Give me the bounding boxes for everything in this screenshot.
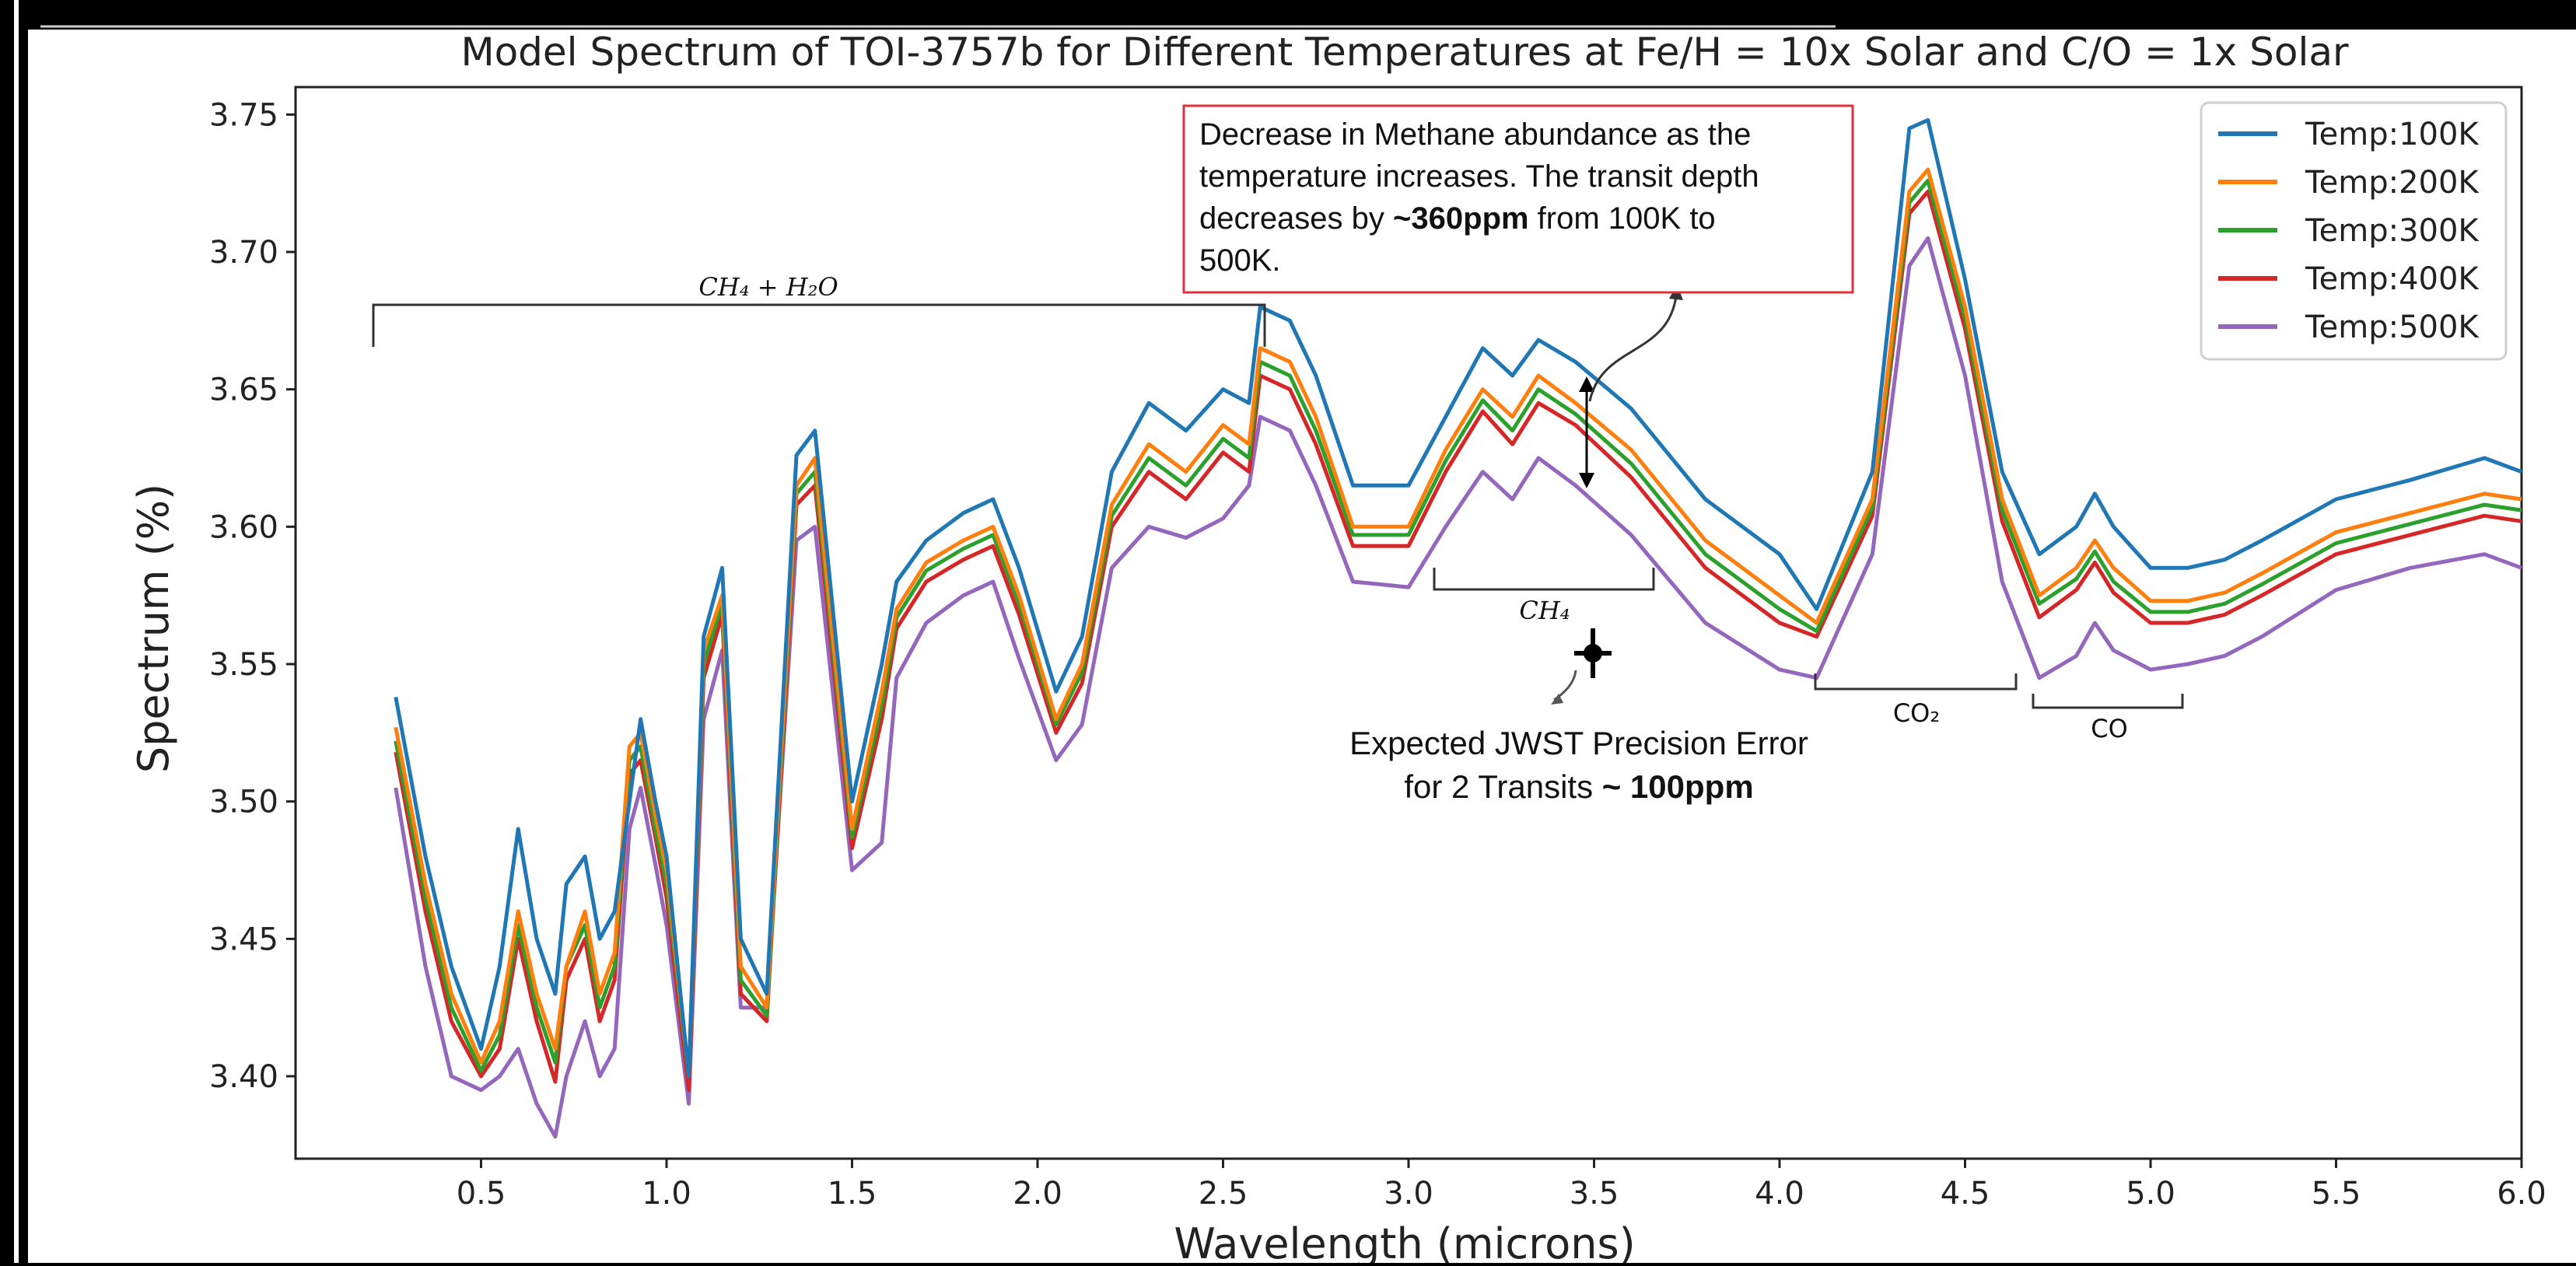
precision-line-1: Expected JWST Precision Error (1349, 725, 1808, 761)
y-tick-label: 3.45 (209, 922, 278, 957)
x-tick-label: 3.0 (1384, 1176, 1433, 1212)
x-tick-label: 0.5 (457, 1176, 506, 1212)
precision-line-2a: for 2 Transits (1404, 768, 1601, 805)
legend-box (2200, 101, 2508, 361)
legend-label: Temp:500K (2305, 310, 2480, 345)
x-axis-label: Wavelength (microns) (1174, 1219, 1635, 1263)
y-axis-ticks: 3.40 3.45 3.50 3.55 3.60 3.65 3.70 3.75 (209, 97, 296, 1095)
callout-line-2: temperature increases. The transit depth (1199, 159, 1759, 194)
legend: Temp:100K Temp:200K Temp:300K Temp:400K Temp… (2200, 101, 2508, 361)
x-tick-label: 2.5 (1199, 1176, 1248, 1212)
precision-line-2: for 2 Transits ~ 100ppm (1404, 768, 1753, 805)
callout-line-3b: ~360ppm (1393, 201, 1529, 236)
x-tick-label: 3.5 (1570, 1176, 1619, 1212)
y-tick-label: 3.50 (209, 785, 278, 820)
depth-arrow (1579, 285, 1683, 488)
bracket-co: CO (2032, 694, 2184, 743)
bracket-co2: CO₂ (1814, 673, 2018, 728)
x-tick-label: 4.5 (1941, 1176, 1990, 1212)
callout-line-4: 500K. (1199, 243, 1281, 278)
callout-line-1: Decrease in Methane abundance as the (1199, 117, 1751, 152)
x-tick-label: 6.0 (2497, 1176, 2546, 1212)
x-tick-label: 1.0 (642, 1176, 691, 1212)
precision-error-bar (1551, 628, 1612, 705)
callout-line-3c: from 100K to (1529, 201, 1716, 236)
callout-line-3a: decreases by (1199, 201, 1393, 236)
top-bar (0, 0, 2576, 30)
bracket-co2-label: CO₂ (1893, 698, 1940, 728)
y-tick-label: 3.70 (209, 235, 278, 271)
series-line-5 (394, 236, 2522, 1139)
series-line-2 (394, 167, 2522, 1079)
legend-label: Temp:200K (2305, 165, 2480, 201)
x-tick-label: 5.5 (2312, 1176, 2361, 1212)
series-lines (394, 117, 2522, 1139)
x-axis-ticks: 0.5 1.0 1.5 2.0 2.5 3.0 3.5 4.0 4.5 5.0 5.5 6.0 (457, 1159, 2546, 1212)
x-tick-label: 5.0 (2126, 1176, 2175, 1212)
y-tick-label: 3.75 (209, 97, 278, 133)
legend-label: Temp:400K (2305, 261, 2480, 297)
series-line-1 (394, 117, 2522, 1079)
y-tick-label: 3.60 (209, 509, 278, 545)
bracket-co-label: CO (2091, 714, 2128, 743)
precision-line-2b: ~ 100ppm (1602, 768, 1754, 805)
methane-callout: Decrease in Methane abundance as the tem… (1182, 104, 1854, 294)
y-tick-label: 3.65 (209, 372, 278, 408)
callout-box (1182, 104, 1854, 294)
bracket-ch4: CH₄ (1433, 568, 1655, 625)
left-bar-stripe (14, 0, 19, 1263)
legend-label: Temp:300K (2305, 213, 2480, 249)
legend-label: Temp:100K (2305, 117, 2480, 152)
y-tick-label: 3.40 (209, 1059, 278, 1095)
y-axis-label: Spectrum (%) (129, 484, 178, 773)
bracket-ch4-h2o: CH₄ + H₂O (372, 272, 1266, 347)
x-tick-label: 4.0 (1755, 1176, 1804, 1212)
callout-line-3: decreases by ~360ppm from 100K to (1199, 201, 1716, 236)
bracket-ch4-h2o-label: CH₄ + H₂O (698, 272, 838, 302)
x-tick-label: 2.0 (1013, 1176, 1062, 1212)
x-tick-label: 1.5 (828, 1176, 877, 1212)
y-tick-label: 3.55 (209, 647, 278, 683)
chart-title: Model Spectrum of TOI-3757b for Differen… (460, 30, 2349, 75)
bracket-ch4-label: CH₄ (1519, 596, 1570, 625)
